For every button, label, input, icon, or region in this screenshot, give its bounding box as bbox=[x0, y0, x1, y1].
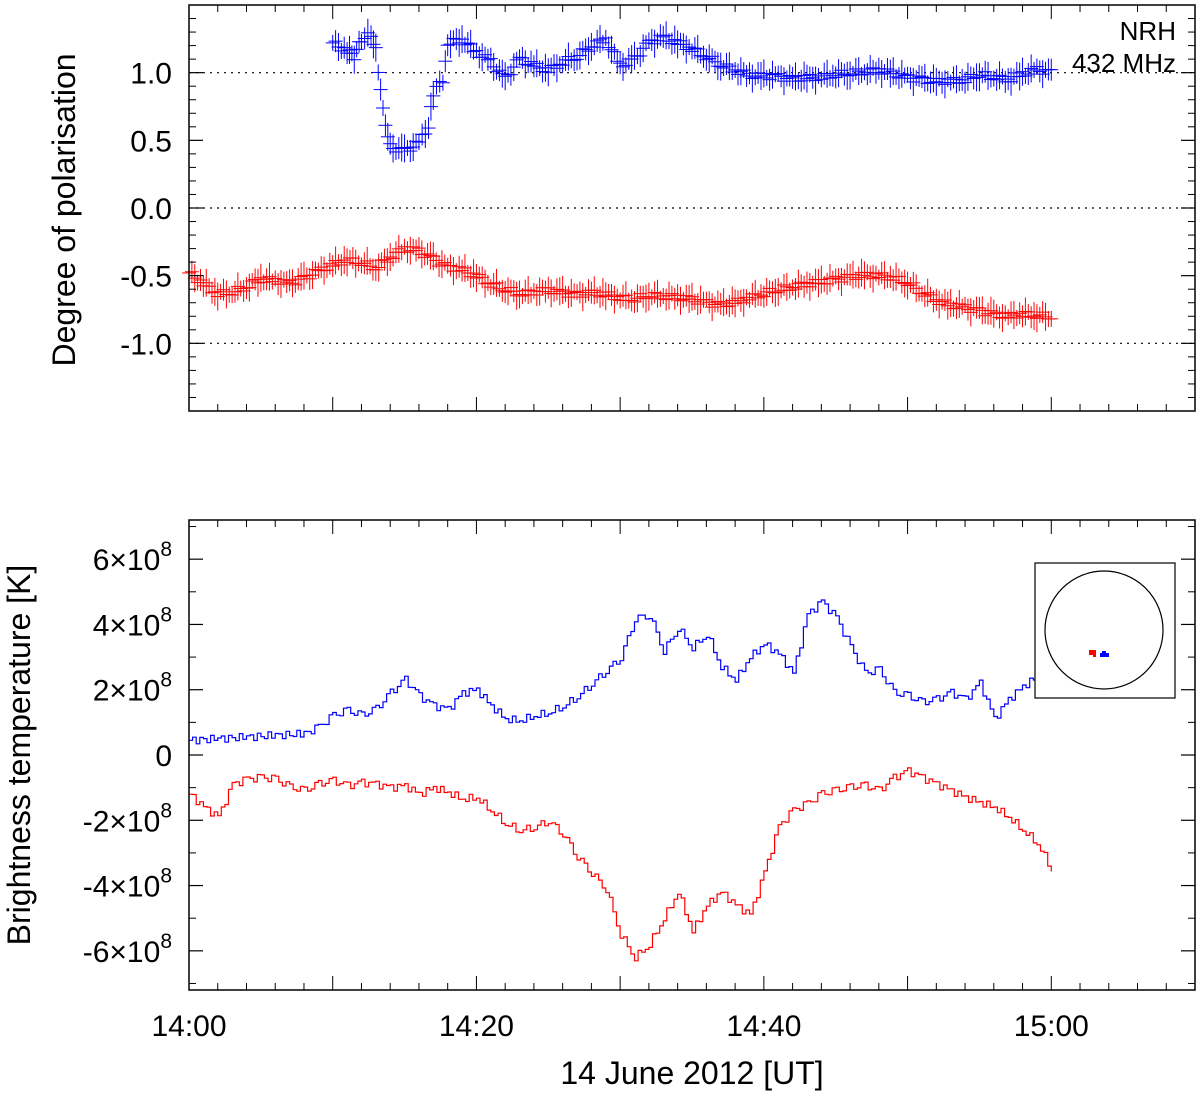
bottom-y-axis-label: Brightness temperature [K] bbox=[1, 565, 37, 946]
polarisation-panel: 1.0 0.5 0.0 -0.5 -1.0 Degree of polarisation… bbox=[46, 4, 1196, 412]
top-axis-ticks: 1.0 0.5 0.0 -0.5 -1.0 bbox=[120, 5, 1196, 411]
y-tick-label: -1.0 bbox=[120, 328, 172, 361]
x-tick-label: 14:00 bbox=[151, 1010, 226, 1043]
y-tick-label: -6×108 bbox=[83, 930, 172, 969]
x-axis-tick-labels: 14:00 14:20 14:40 15:00 bbox=[151, 1010, 1088, 1043]
solar-disk-inset bbox=[1034, 562, 1176, 699]
x-tick-label: 14:20 bbox=[439, 1010, 514, 1043]
red-polarisation-series bbox=[182, 234, 1059, 333]
brightness-panel: 6×108 4×108 2×108 0 -2×108 -4×108 -6×108 Brigh… bbox=[1, 519, 1196, 991]
instrument-label: NRH bbox=[1120, 16, 1176, 46]
brightness-line bbox=[189, 599, 1052, 745]
y-tick-label: -0.5 bbox=[120, 261, 172, 294]
red-source-marker bbox=[1089, 650, 1096, 657]
solar-disk-outline bbox=[1044, 570, 1164, 690]
frequency-label: 432 MHz bbox=[1072, 48, 1176, 78]
blue-polarisation-series bbox=[325, 18, 1059, 163]
y-tick-label: 1.0 bbox=[130, 58, 172, 91]
y-tick-label: 0 bbox=[155, 740, 172, 773]
y-tick-label: -4×108 bbox=[83, 865, 172, 904]
top-y-axis-label: Degree of polarisation bbox=[46, 53, 82, 366]
x-tick-label: 15:00 bbox=[1014, 1010, 1089, 1043]
brightness-series bbox=[189, 599, 1052, 962]
y-tick-label: 0.5 bbox=[130, 125, 172, 158]
x-tick-label: 14:40 bbox=[726, 1010, 801, 1043]
inset-frame bbox=[1034, 562, 1176, 699]
brightness-line bbox=[189, 767, 1052, 962]
bottom-axis-ticks: 6×108 4×108 2×108 0 -2×108 -4×108 -6×108 bbox=[83, 520, 1196, 990]
y-tick-label: 2×108 bbox=[93, 669, 172, 708]
y-tick-label: -2×108 bbox=[83, 799, 172, 838]
blue-source-marker bbox=[1100, 651, 1109, 657]
x-axis-label: 14 June 2012 [UT] bbox=[560, 1055, 823, 1091]
y-tick-label: 6×108 bbox=[93, 538, 172, 577]
y-tick-label: 0.0 bbox=[130, 193, 172, 226]
y-tick-label: 4×108 bbox=[93, 603, 172, 642]
